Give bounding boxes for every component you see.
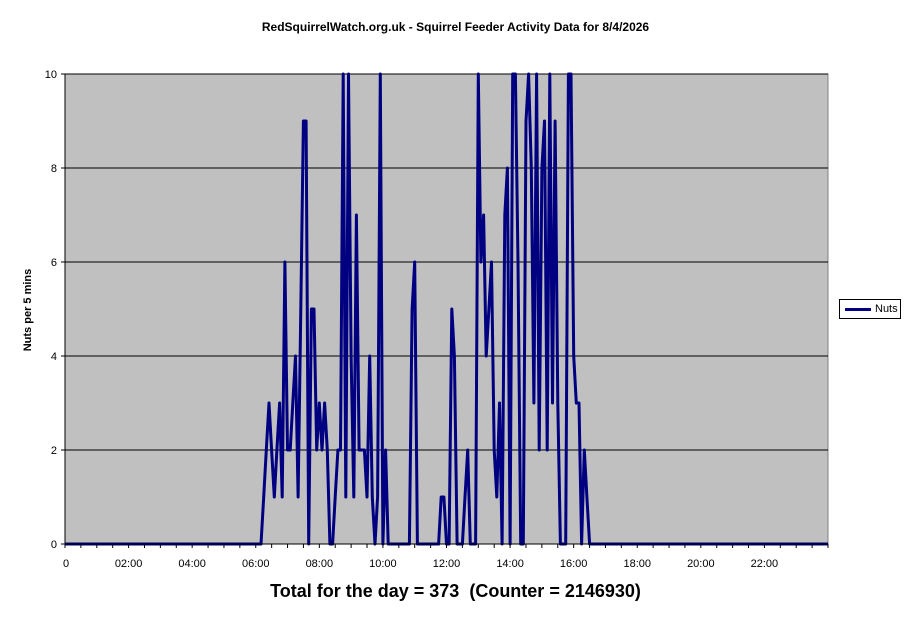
y-tick-label: 4 bbox=[51, 351, 57, 363]
legend: Nuts bbox=[839, 299, 901, 319]
y-tick-label: 2 bbox=[51, 445, 57, 457]
footer-total-text: Total for the day = 373 bbox=[270, 581, 460, 601]
y-tick-label: 6 bbox=[51, 257, 57, 269]
y-tick-label: 8 bbox=[51, 163, 57, 175]
x-tick-label: 14:00 bbox=[496, 558, 524, 570]
y-tick-label: 0 bbox=[51, 539, 57, 551]
legend-label-nuts: Nuts bbox=[875, 303, 898, 315]
x-tick-label: 20:00 bbox=[687, 558, 715, 570]
x-tick-label: 06:00 bbox=[242, 558, 270, 570]
x-tick-label: 08:00 bbox=[306, 558, 334, 570]
x-tick-label: 12:00 bbox=[433, 558, 461, 570]
x-tick-label: 10:00 bbox=[369, 558, 397, 570]
footer-counter-text: (Counter = 2146930) bbox=[469, 581, 641, 601]
y-axis-label: Nuts per 5 mins bbox=[22, 268, 34, 352]
x-tick-label: 0 bbox=[63, 558, 69, 570]
legend-swatch-nuts bbox=[845, 307, 871, 311]
plot-area bbox=[64, 73, 829, 545]
x-tick-label: 18:00 bbox=[623, 558, 651, 570]
x-tick-label: 02:00 bbox=[115, 558, 143, 570]
x-tick-label: 22:00 bbox=[751, 558, 779, 570]
x-tick-label: 04:00 bbox=[178, 558, 206, 570]
x-tick-label: 16:00 bbox=[560, 558, 588, 570]
footer-total: Total for the day = 373 (Counter = 21469… bbox=[0, 581, 911, 602]
chart-title: RedSquirrelWatch.org.uk - Squirrel Feede… bbox=[261, 20, 650, 34]
y-tick-label: 10 bbox=[45, 69, 57, 81]
